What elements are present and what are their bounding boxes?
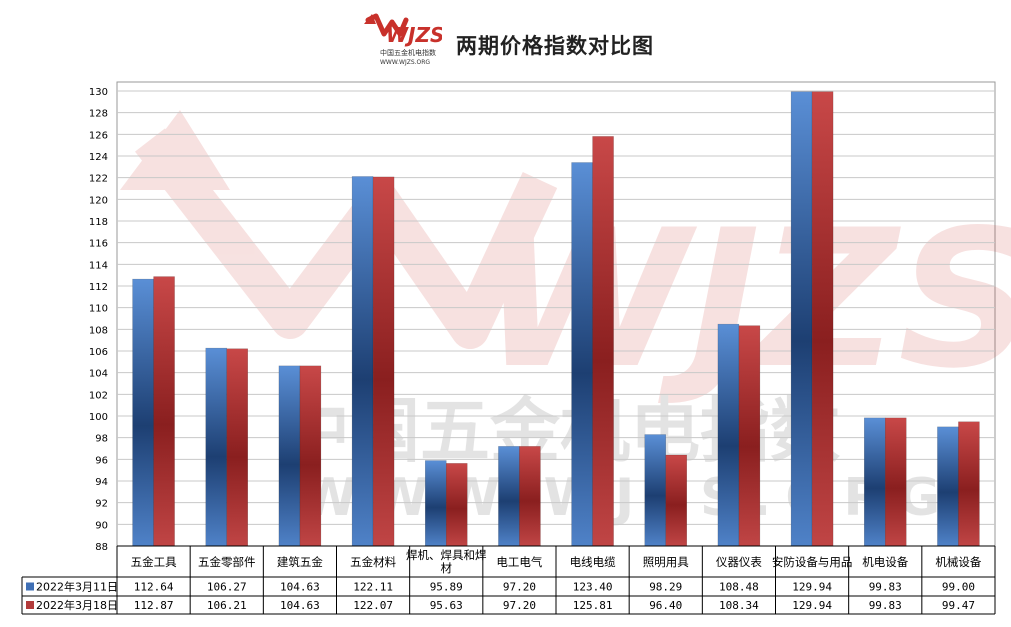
bar <box>958 421 980 547</box>
legend-label: 2022年3月18日 <box>36 598 118 612</box>
data-label: 123.40 <box>573 581 613 594</box>
data-label: 97.20 <box>503 581 536 594</box>
bar <box>351 176 374 547</box>
category-label: 电线电缆 <box>570 555 616 569</box>
data-label: 106.21 <box>207 599 247 612</box>
title-area: WJZS 中国五金机电指数 WWW.WJZS.ORG 两期价格指数对比图 <box>362 12 782 68</box>
y-tick-label: 90 <box>95 520 108 531</box>
data-label: 104.63 <box>280 599 320 612</box>
data-label: 95.63 <box>430 599 463 612</box>
data-label: 122.11 <box>353 581 393 594</box>
y-tick-label: 98 <box>95 434 108 445</box>
y-tick-label: 110 <box>89 304 108 315</box>
data-label: 112.87 <box>134 599 174 612</box>
category-label: 五金零部件 <box>198 555 256 569</box>
data-label: 95.89 <box>430 581 463 594</box>
category-label: 安防设备与用品 <box>772 555 853 569</box>
category-label: 五金工具 <box>131 555 177 569</box>
watermark-arrowhead <box>120 110 230 190</box>
bar <box>132 278 154 547</box>
category-label: 机电设备 <box>862 555 908 569</box>
category-label: 焊机、焊具和焊材 <box>406 548 487 575</box>
data-label: 97.20 <box>503 599 536 612</box>
bar <box>278 365 301 547</box>
y-axis-ticks: 88 90 92 94 96 98 100 102 104 106 108 110 112 114 116 1… <box>89 87 108 553</box>
data-label: 96.40 <box>649 599 682 612</box>
bar <box>205 347 227 547</box>
bar <box>644 434 666 547</box>
y-tick-label: 96 <box>95 455 108 466</box>
watermark-url: WWW.WJZS.ORG <box>300 468 954 528</box>
y-tick-label: 116 <box>89 239 108 250</box>
logo-subtext: 中国五金机电指数 <box>380 48 436 57</box>
data-label: 108.34 <box>719 599 759 612</box>
data-label: 104.63 <box>280 581 320 594</box>
bar <box>717 323 740 547</box>
data-label: 99.83 <box>869 581 902 594</box>
category-label: 五金材料 <box>350 555 396 569</box>
y-tick-label: 108 <box>89 325 108 336</box>
bar <box>864 417 886 547</box>
legend-label: 2022年3月11日 <box>36 580 118 594</box>
category-label: 建筑五金 <box>277 555 323 569</box>
category-label: 照明用具 <box>643 555 689 569</box>
y-tick-label: 102 <box>89 390 108 401</box>
data-label: 122.07 <box>353 599 393 612</box>
category-label: 仪器仪表 <box>716 555 762 569</box>
y-tick-label: 92 <box>95 499 108 510</box>
bar <box>592 136 614 547</box>
y-tick-label: 88 <box>95 542 108 553</box>
data-label: 99.83 <box>869 599 902 612</box>
bar <box>446 463 468 547</box>
data-label: 129.94 <box>792 581 832 594</box>
logo-url: WWW.WJZS.ORG <box>380 59 430 66</box>
bar <box>937 426 959 547</box>
bar <box>519 446 541 547</box>
data-table: 五金工具 五金零部件 建筑五金 五金材料 焊机、焊具和焊材 电工电气 电线电缆 照明用具 仪器仪… <box>21 545 996 615</box>
y-tick-label: 114 <box>89 260 108 271</box>
bar <box>372 176 395 547</box>
bar <box>571 162 593 547</box>
bar <box>665 454 687 547</box>
y-tick-label: 112 <box>89 282 108 293</box>
y-tick-label: 130 <box>89 87 108 98</box>
data-label: 129.94 <box>792 599 832 612</box>
y-tick-label: 94 <box>95 477 108 488</box>
bar <box>498 446 520 547</box>
logo-text: WJZS <box>386 23 442 47</box>
y-tick-label: 120 <box>89 195 108 206</box>
y-tick-label: 118 <box>89 217 108 228</box>
data-label: 98.29 <box>649 581 682 594</box>
bar <box>885 417 907 547</box>
y-tick-label: 104 <box>89 369 108 380</box>
bar <box>299 365 322 547</box>
bars <box>132 91 980 547</box>
y-tick-label: 128 <box>89 109 108 120</box>
bar <box>790 91 813 547</box>
category-label: 电工电气 <box>496 555 542 569</box>
y-tick-label: 100 <box>89 412 108 423</box>
y-tick-label: 124 <box>89 152 108 163</box>
data-label: 125.81 <box>573 599 613 612</box>
bar <box>153 276 175 547</box>
y-tick-label: 122 <box>89 174 108 185</box>
y-tick-label: 126 <box>89 130 108 141</box>
data-label: 108.48 <box>719 581 759 594</box>
wjzs-logo: WJZS 中国五金机电指数 WWW.WJZS.ORG <box>364 13 442 66</box>
bar <box>226 348 248 547</box>
data-label: 112.64 <box>134 581 174 594</box>
data-label: 99.47 <box>942 599 975 612</box>
legend-swatch <box>26 582 34 591</box>
data-label: 99.00 <box>942 581 975 594</box>
y-tick-label: 106 <box>89 347 108 358</box>
data-label: 106.27 <box>207 581 247 594</box>
bar <box>811 91 834 547</box>
bar <box>425 460 447 547</box>
plot-frame <box>116 81 996 547</box>
legend-swatch <box>26 601 34 609</box>
category-label: 机械设备 <box>935 555 981 569</box>
bar <box>738 325 761 547</box>
chart-title: 两期价格指数对比图 <box>456 33 654 58</box>
